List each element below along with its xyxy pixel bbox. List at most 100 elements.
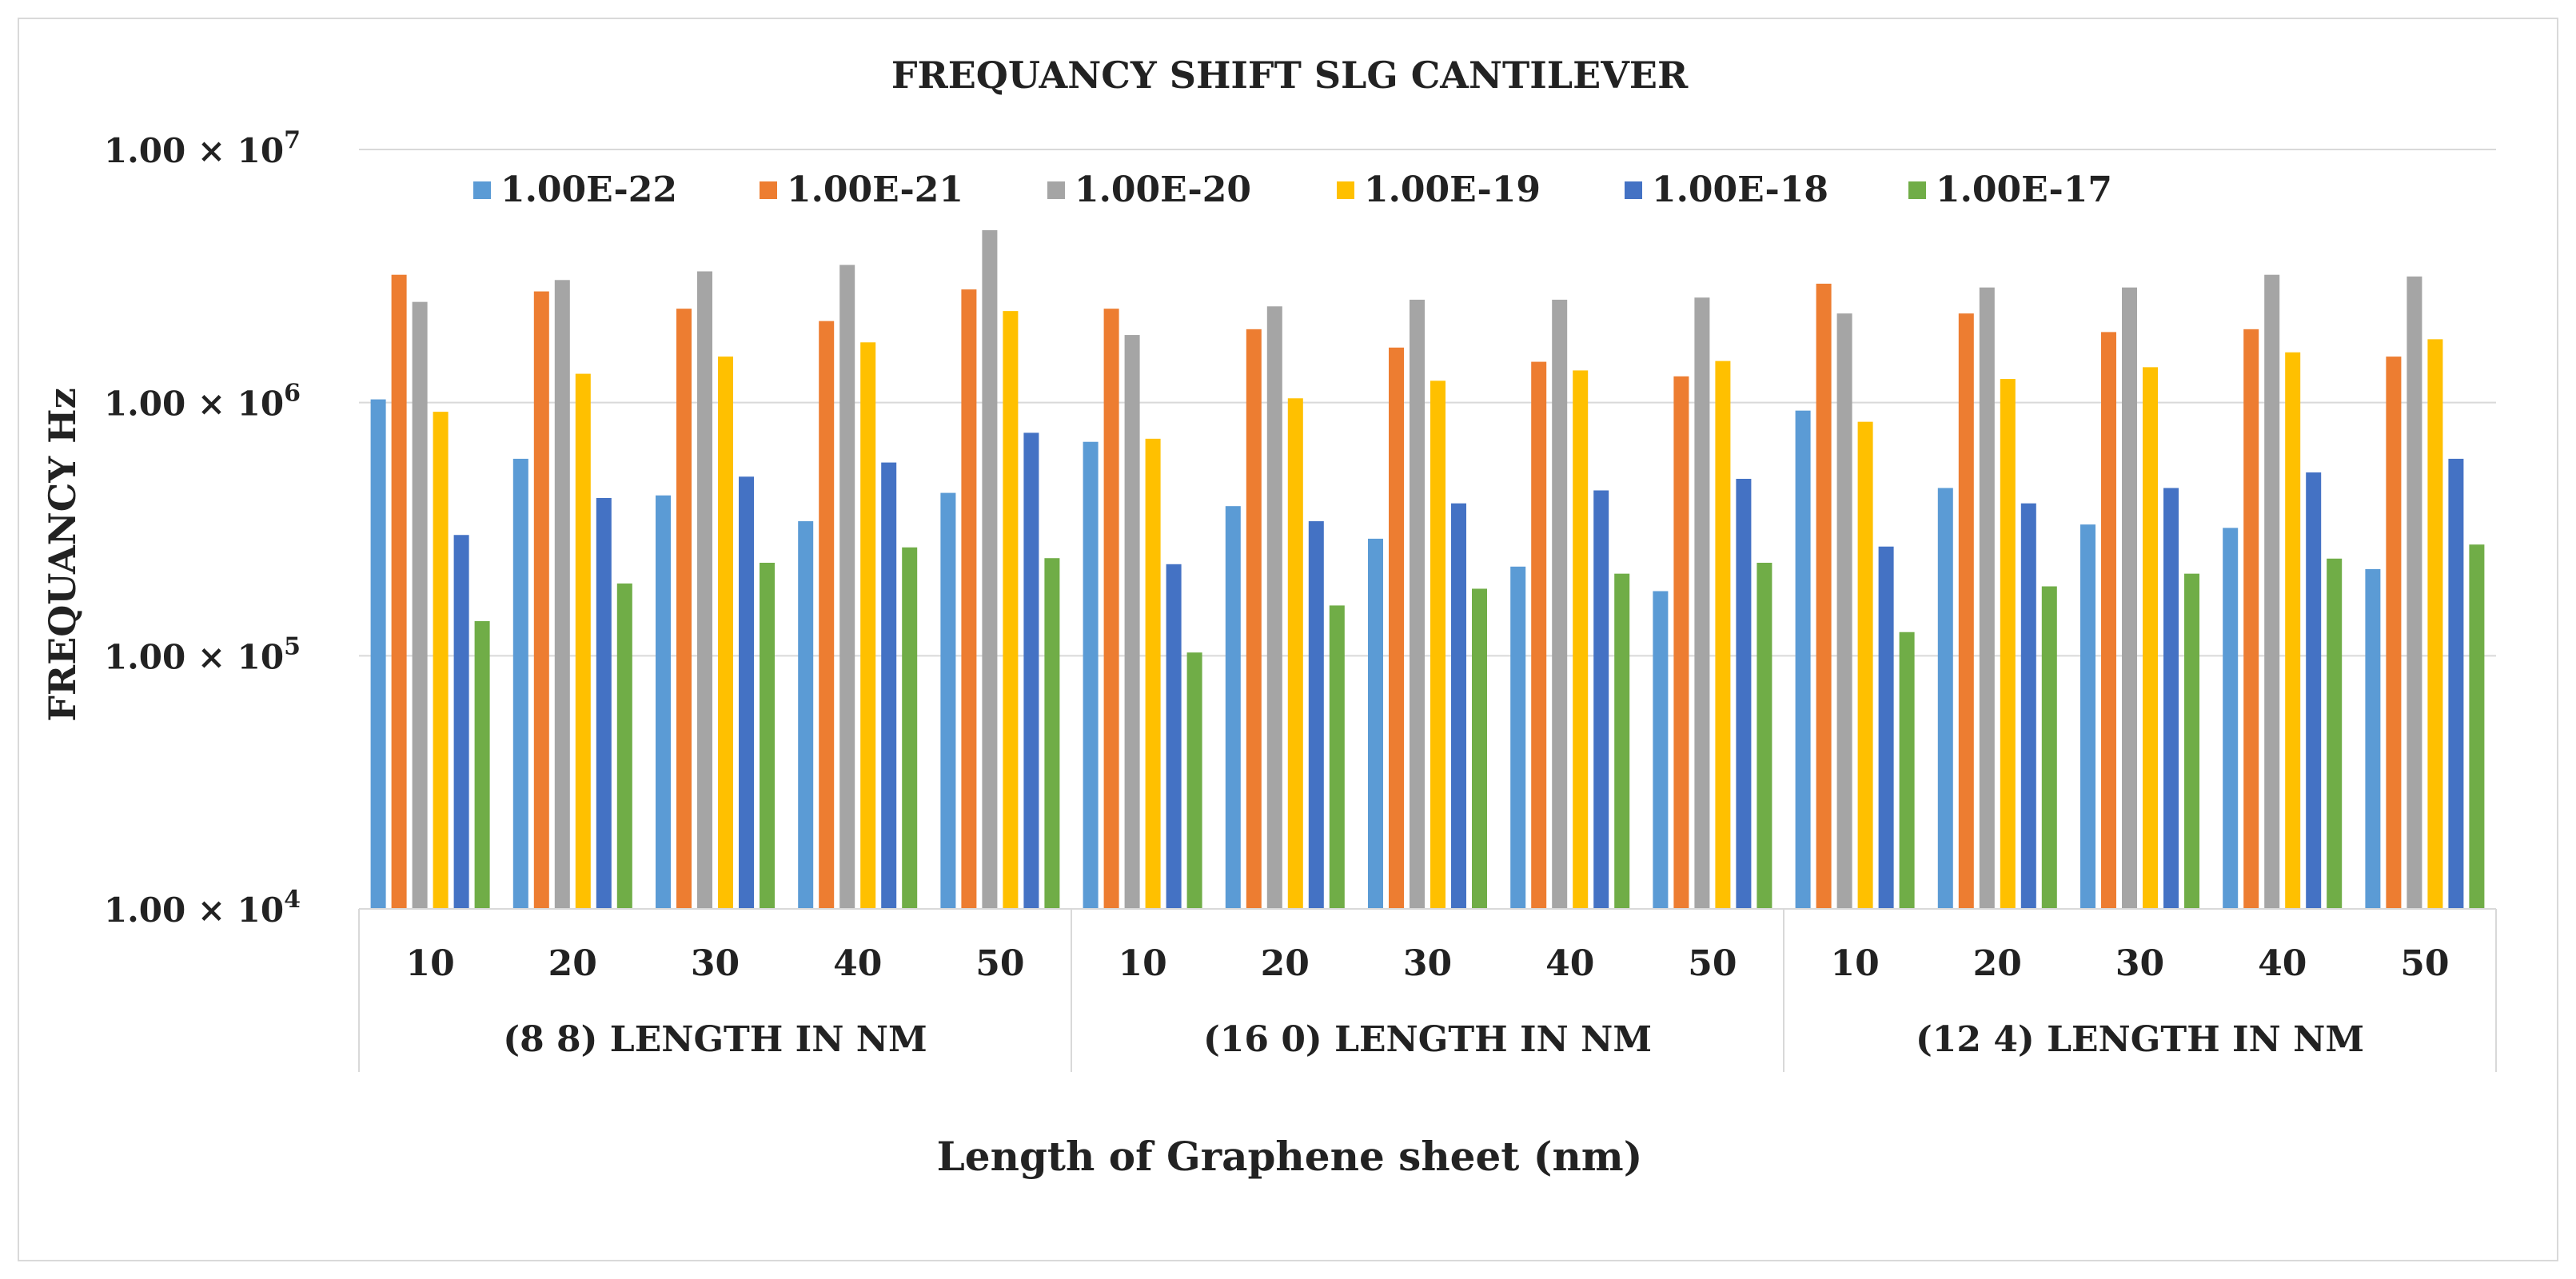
bar <box>2020 503 2036 909</box>
x-axis: 10 20 30 40 50 10 20 30 40 50 10 20 30 40 50 (8 8) LENG… <box>358 908 2497 1072</box>
x-group-label: (12 4) LENGTH IN NM <box>1916 1019 2364 1060</box>
bar <box>1225 506 1241 909</box>
x-group-label: (16 0) LENGTH IN NM <box>1203 1019 1652 1060</box>
bar <box>554 280 570 909</box>
bar <box>860 342 876 909</box>
y-tick-exponent: 6 <box>284 380 301 408</box>
bar <box>1246 329 1262 909</box>
bar <box>1573 370 1589 909</box>
legend-label: 1.00E-22 <box>500 169 677 210</box>
bar <box>1003 311 1019 909</box>
bar <box>2285 352 2301 910</box>
bar <box>1795 410 1811 909</box>
legend-swatch <box>1908 181 1926 199</box>
bar <box>1816 283 1832 909</box>
bar <box>2365 568 2381 909</box>
bar <box>2000 379 2016 909</box>
x-tick-label: 10 <box>405 943 454 984</box>
bar <box>1836 313 1852 909</box>
legend-label: 1.00E-17 <box>1936 169 2112 210</box>
bar <box>533 291 549 909</box>
bar <box>2306 472 2322 909</box>
legend-swatch <box>1625 181 1642 199</box>
y-tick-label: 1.00 × 105 <box>104 632 301 676</box>
x-tick-label: 30 <box>691 943 740 984</box>
bar <box>1044 558 1060 909</box>
bar <box>1451 503 1466 909</box>
bar <box>1389 347 1404 909</box>
bar <box>433 412 449 909</box>
bar <box>1510 566 1526 909</box>
bar <box>1593 490 1609 909</box>
legend-swatch <box>1047 181 1065 199</box>
legend-label: 1.00E-20 <box>1075 169 1251 210</box>
x-tick-label: 40 <box>1545 943 1594 984</box>
bar <box>1979 287 1995 909</box>
bar <box>1266 306 1282 909</box>
bar <box>1145 438 1161 909</box>
bar <box>961 289 977 909</box>
bar <box>370 399 386 909</box>
bar <box>1023 432 1039 909</box>
bar <box>697 271 712 909</box>
bar <box>1287 398 1303 909</box>
bar <box>1653 591 1669 909</box>
bar <box>391 274 407 909</box>
bar <box>2327 558 2343 909</box>
chart-frame: FREQUANCY SHIFT SLG CANTILEVER FREQUANCY… <box>18 18 2558 1261</box>
bar <box>2264 274 2280 909</box>
bar <box>1614 573 1630 909</box>
bar <box>474 621 490 909</box>
bar <box>453 535 469 909</box>
bar <box>1531 361 1547 910</box>
bar <box>2163 488 2179 909</box>
chart-title: FREQUANCY SHIFT SLG CANTILEVER <box>891 54 1689 97</box>
bar <box>1308 521 1324 909</box>
x-tick-label: 10 <box>1118 943 1166 984</box>
y-tick-label: 1.00 × 104 <box>104 886 301 930</box>
bar <box>2080 524 2095 909</box>
bar <box>2469 544 2485 909</box>
bar <box>412 301 428 909</box>
bar <box>2448 458 2464 909</box>
bar <box>2143 367 2158 910</box>
bars <box>370 229 2485 910</box>
x-tick-label: 20 <box>548 943 597 984</box>
x-tick-label: 50 <box>975 943 1024 984</box>
bar <box>718 357 733 909</box>
gridlines <box>359 149 2496 657</box>
bar <box>2041 586 2057 909</box>
bar <box>1958 313 1974 909</box>
bar <box>1937 488 1953 909</box>
bar <box>1103 309 1119 909</box>
bar <box>2223 528 2239 909</box>
bar <box>1878 546 1894 909</box>
bar <box>940 492 956 909</box>
bar <box>1472 588 1487 909</box>
bar <box>1757 563 1772 909</box>
legend-swatch <box>1337 181 1354 199</box>
legend-swatch <box>760 181 777 199</box>
bar <box>616 583 632 909</box>
bar <box>1410 299 1425 909</box>
bar <box>1186 652 1202 909</box>
y-tick-label: 1.00 × 106 <box>104 380 301 424</box>
bar <box>1673 376 1689 909</box>
bar <box>2184 573 2199 909</box>
bar <box>902 547 918 909</box>
y-axis-label: FREQUANCY Hz <box>41 388 84 722</box>
bar <box>839 265 855 910</box>
legend-swatch <box>473 181 491 199</box>
bar <box>2101 332 2116 910</box>
x-tick-label: 20 <box>1261 943 1310 984</box>
legend: 1.00E-22 1.00E-21 1.00E-20 1.00E-19 1.00E-18… <box>473 169 2112 210</box>
bar <box>982 229 998 909</box>
bar <box>676 309 692 909</box>
x-tick-label: 40 <box>2258 943 2307 984</box>
x-tick-label: 30 <box>1403 943 1452 984</box>
bar <box>1552 299 1568 909</box>
bar <box>1166 564 1182 909</box>
bar <box>656 495 671 909</box>
bar <box>1430 381 1446 909</box>
legend-label: 1.00E-19 <box>1364 169 1541 210</box>
